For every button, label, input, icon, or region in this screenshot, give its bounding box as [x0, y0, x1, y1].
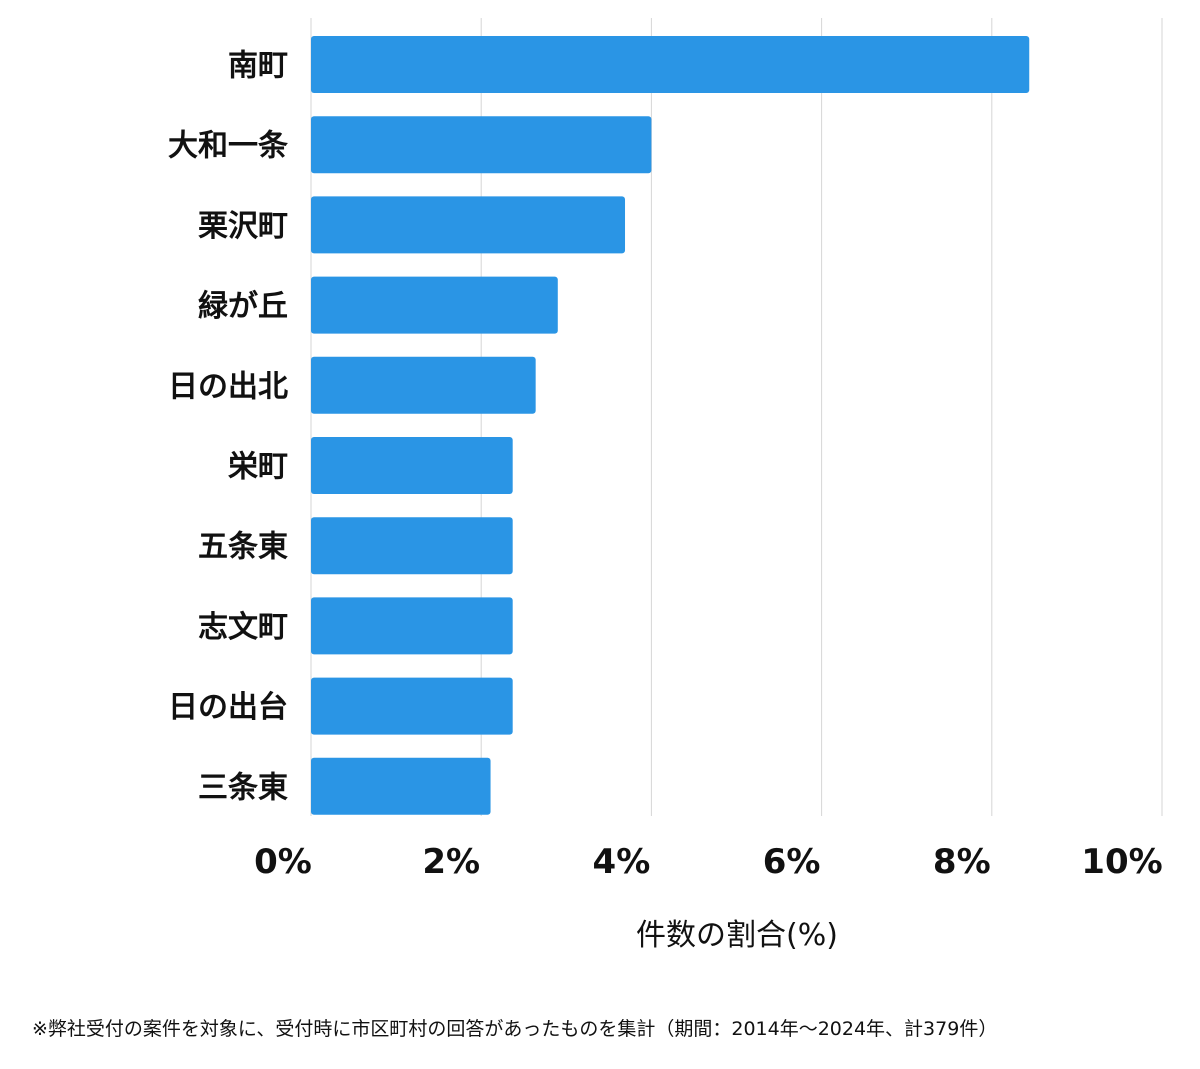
category-label: 志文町: [198, 610, 288, 645]
category-label: 大和一条: [168, 129, 288, 164]
bar: [311, 677, 513, 735]
x-tick-label: 10%: [1081, 842, 1162, 882]
category-label: 日の出台: [168, 690, 288, 725]
bar: [311, 196, 626, 254]
bar: [311, 276, 558, 334]
x-tick-label: 0%: [254, 842, 312, 882]
bar: [311, 437, 513, 494]
x-tick-label: 4%: [593, 842, 651, 882]
bar: [311, 597, 513, 655]
bar: [311, 757, 491, 815]
category-label: 三条東: [198, 770, 288, 805]
x-tick-labels: 0% 2% 4% 6% 8% 10%: [254, 842, 1163, 882]
bar: [311, 36, 1030, 93]
category-label: 緑が丘: [198, 289, 288, 324]
category-label: 栗沢町: [198, 209, 288, 244]
footnote: ※弊社受付の案件を対象に、受付時に市区町村の回答があったものを集計（期間：201…: [32, 1018, 998, 1040]
bar: [311, 116, 652, 174]
category-label: 南町: [228, 49, 288, 84]
bar: [311, 356, 536, 414]
category-label: 栄町: [228, 450, 288, 485]
category-label: 五条東: [198, 530, 288, 565]
category-label: 日の出北: [168, 369, 288, 404]
bars: [311, 36, 1030, 815]
x-tick-label: 8%: [933, 842, 991, 882]
bar: [311, 517, 513, 575]
x-tick-label: 2%: [422, 842, 480, 882]
x-tick-label: 6%: [763, 842, 821, 882]
x-axis-title: 件数の割合(%): [636, 918, 838, 953]
